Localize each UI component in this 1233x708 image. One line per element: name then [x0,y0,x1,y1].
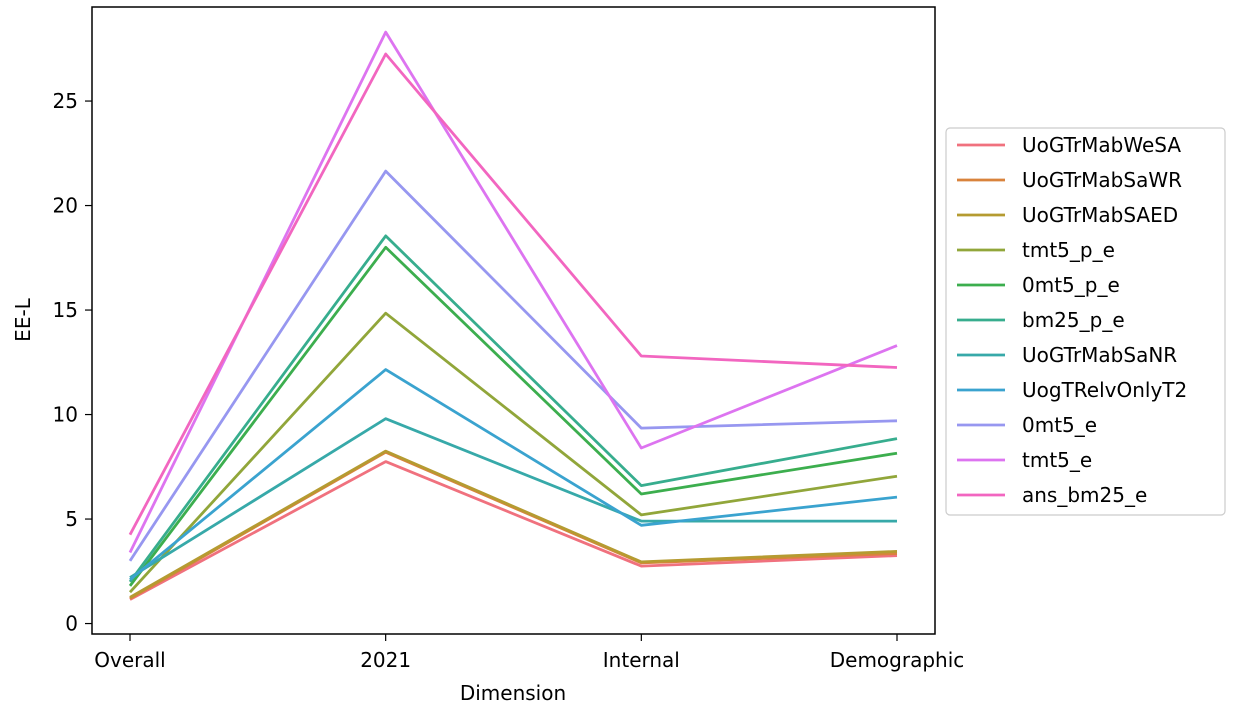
legend: UoGTrMabWeSA UoGTrMabSaWR UoGTrMabSAED tmt5… [945,127,1226,516]
legend-label: 0mt5_p_e [1022,273,1120,297]
legend-label: UogTRelvOnlyT2 [1022,378,1187,402]
y-tick-label: 5 [65,507,78,531]
y-tick-label: 20 [53,194,78,218]
series-line-0mt5_p_e [128,245,898,587]
x-tick-label: 2021 [360,648,411,672]
legend-label: UoGTrMabSAED [1022,203,1178,227]
y-tick-label: 0 [65,612,78,636]
legend-label: ans_bm25_e [1022,483,1147,507]
legend-label: UoGTrMabWeSA [1022,133,1181,157]
legend-label: bm25_p_e [1022,308,1125,332]
y-tick-label: 25 [53,89,78,113]
legend-label: UoGTrMabSaNR [1022,343,1177,367]
legend-label: 0mt5_e [1022,413,1097,437]
series-line-UoGTrMabSAED [129,449,898,599]
series-line-UoGTrMabSaNR [129,417,897,579]
x-tick-label: Internal [603,648,680,672]
legend-frame [945,127,1226,516]
y-axis: 0 5 10 15 20 25 [53,89,92,636]
legend-label: UoGTrMabSaWR [1022,168,1182,192]
legend-label: tmt5_p_e [1022,238,1115,262]
series-line-UogTRelvOnlyT2 [129,368,898,581]
y-tick-label: 10 [53,403,78,427]
x-tick-label: Demographic [830,648,965,672]
legend-label: tmt5_e [1022,448,1092,472]
y-tick-label: 15 [53,298,78,322]
plot-frame [91,6,936,635]
series-layer [128,30,898,601]
series-line-0mt5_e [128,169,898,562]
series-line-UoGTrMabWeSA [129,460,898,601]
series-line-bm25_p_e [128,234,898,583]
series-line-ans_bm25_e [128,52,898,536]
y-axis-label: EE-L [11,297,35,341]
x-tick-label: Overall [94,648,165,672]
x-axis-label: Dimension [460,681,566,705]
x-axis: Overall 2021 Internal Demographic [94,634,964,672]
series-line-tmt5_p_e [128,311,898,594]
legend-items: UoGTrMabWeSA UoGTrMabSaWR UoGTrMabSAED tmt5… [957,133,1187,507]
